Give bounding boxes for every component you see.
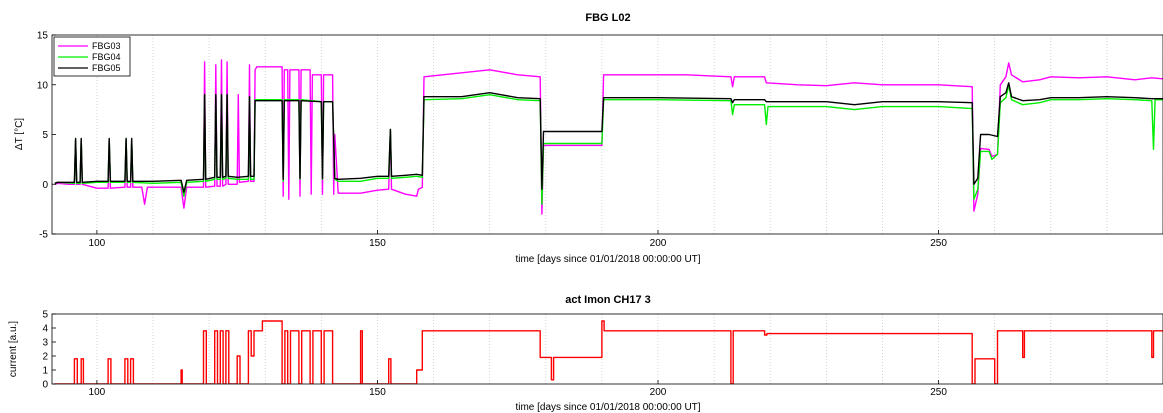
top-x-tick-label: 150: [369, 238, 386, 249]
bottom-y-tick-label: 3: [42, 338, 48, 349]
top-y-tick-label: 5: [42, 130, 48, 141]
bottom-y-tick-label: 4: [42, 324, 48, 335]
bottom-plot-frame: [51, 313, 1163, 385]
bottom-y-axis-label: current [a.u.]: [8, 321, 19, 377]
top-y-tick-label: -5: [39, 230, 48, 241]
bottom-y-tick-label: 1: [42, 366, 48, 377]
bottom-chart-title: act Imon CH17 3: [565, 294, 651, 306]
bottom-x-tick-label: 250: [930, 387, 947, 398]
bottom-y-tick-label: 5: [42, 310, 48, 321]
bottom-y-tick-label: 2: [42, 352, 48, 363]
top-series-fbg03-line: [54, 59, 1163, 215]
top-series-fbg05-line: [54, 82, 1163, 193]
legend-label-fbg03: FBG03: [92, 41, 121, 51]
legend-label-fbg04: FBG04: [92, 52, 121, 62]
top-x-tick-label: 250: [930, 238, 947, 249]
top-y-tick-label: 15: [37, 31, 49, 42]
bottom-series-current-line: [54, 320, 1163, 384]
top-y-axis-label: ΔT [°C]: [14, 118, 25, 150]
bottom-x-tick-label: 150: [369, 387, 386, 398]
top-x-tick-label: 100: [89, 238, 106, 249]
top-y-tick-label: 10: [37, 80, 49, 91]
bottom-x-tick-label: 100: [89, 387, 106, 398]
top-chart-title: FBG L02: [585, 12, 630, 24]
top-y-tick-label: 0: [42, 180, 48, 191]
top-legend: FBG03 FBG04 FBG05: [53, 36, 131, 77]
top-series-fbg04-line: [54, 84, 1163, 205]
top-x-axis-label: time [days since 01/01/2018 00:00:00 UT]: [515, 254, 700, 265]
bottom-x-axis-label: time [days since 01/01/2018 00:00:00 UT]: [515, 402, 700, 413]
legend-label-fbg05: FBG05: [92, 63, 121, 73]
top-x-tick-label: 200: [650, 238, 667, 249]
bottom-y-tick-label: 0: [42, 380, 48, 391]
bottom-x-tick-label: 200: [650, 387, 667, 398]
top-plot-frame: [51, 34, 1163, 235]
